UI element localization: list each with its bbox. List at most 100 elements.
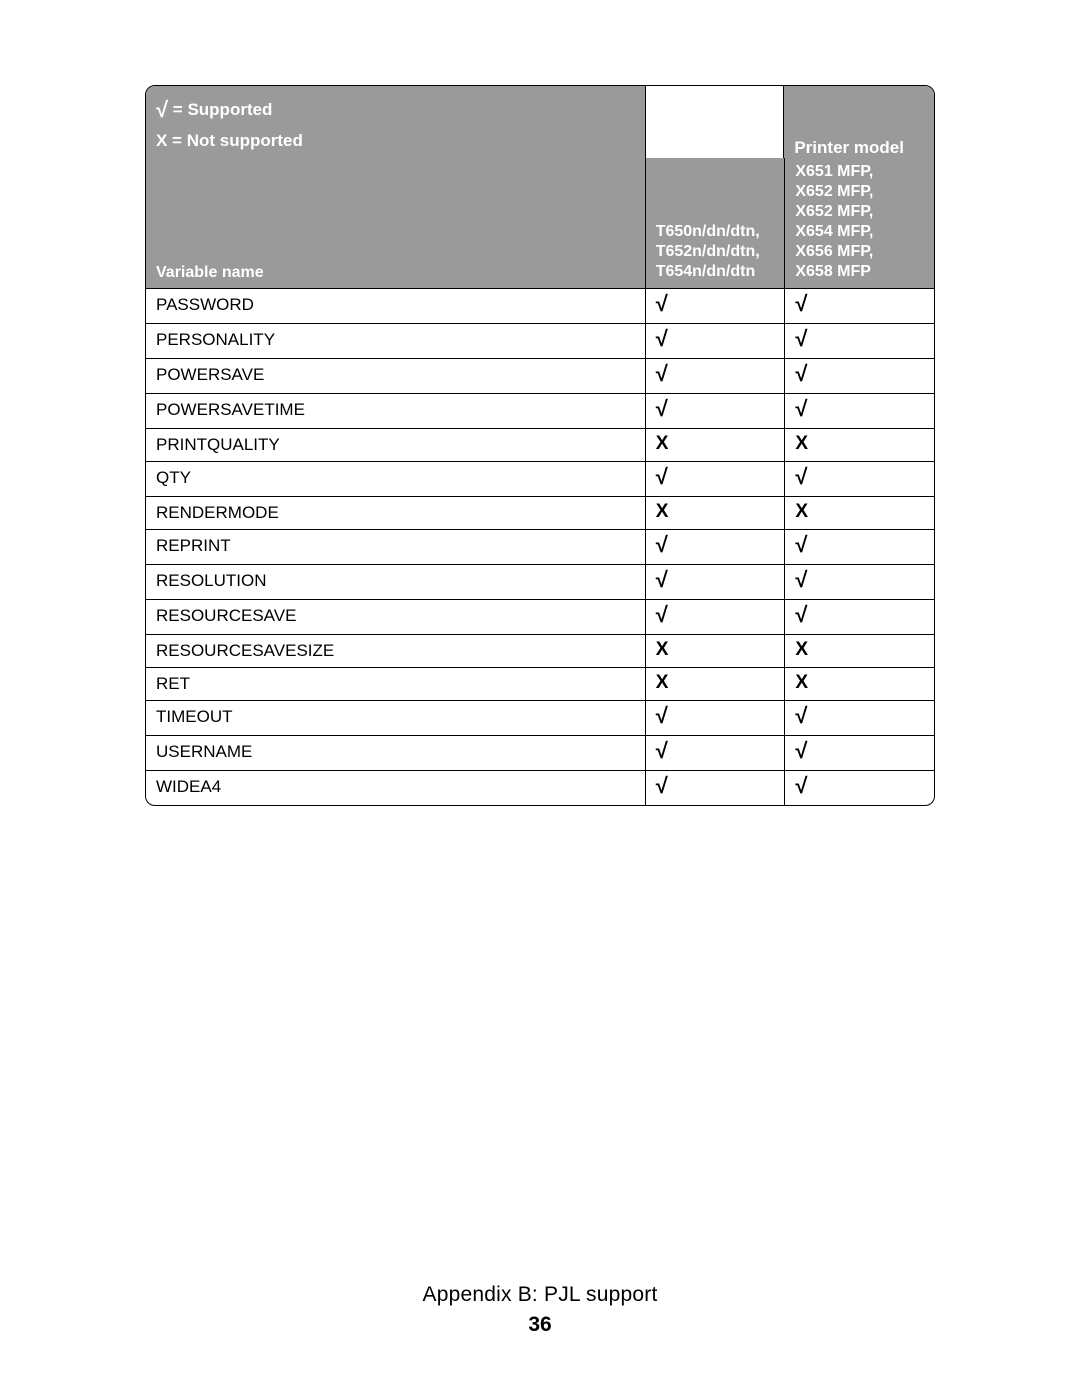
variable-name-label: Variable name [156,264,264,282]
check-icon: √ [795,361,807,386]
support-cell-col2: √ [645,600,785,634]
support-cell-col2: √ [645,394,785,428]
x-mark: X [795,672,808,693]
table-row: WIDEA4 √ √ [146,770,934,805]
support-cell-col3: √ [784,394,934,428]
support-cell-col2: X [645,497,785,529]
support-cell-col2: X [645,668,785,700]
check-icon: √ [656,773,668,798]
table-row: USERNAME √ √ [146,735,934,770]
table-row: RET X X [146,667,934,700]
support-cell-col2: √ [645,701,785,735]
table-row: QTY √ √ [146,461,934,496]
variable-name-cell: POWERSAVETIME [146,394,645,428]
x-mark: X [656,501,669,522]
check-icon: √ [795,326,807,351]
check-icon: √ [656,567,668,592]
support-cell-col3: X [784,635,934,667]
legend-cell: √ = Supported X = Not supported [146,86,645,158]
check-icon: √ [795,738,807,763]
check-icon: √ [656,464,668,489]
x-mark: X [795,501,808,522]
legend-supported: √ = Supported [156,92,635,127]
support-cell-col3: √ [784,462,934,496]
table-row: POWERSAVETIME √ √ [146,393,934,428]
table-row: RESOLUTION √ √ [146,564,934,599]
check-icon: √ [656,361,668,386]
table-row: PRINTQUALITY X X [146,428,934,461]
column-2-header-text: T650n/dn/dtn,T652n/dn/dtn,T654n/dn/dtn [656,222,760,282]
table-row: RESOURCESAVE √ √ [146,599,934,634]
variable-name-cell: TIMEOUT [146,701,645,735]
table-row: TIMEOUT√√ [146,700,934,735]
variable-name-cell: WIDEA4 [146,771,645,805]
support-cell-col2: X [645,429,785,461]
footer-title: Appendix B: PJL support [0,1283,1080,1307]
support-cell-col2: √ [645,565,785,599]
check-icon: √ [656,602,668,627]
variable-name-cell: RESOURCESAVESIZE [146,635,645,667]
table-row: RENDERMODE X X [146,496,934,529]
column-3-header: X651 MFP,X652 MFP,X652 MFP,X654 MFP,X656… [784,158,934,288]
x-mark: X [656,639,669,660]
support-cell-col2: √ [645,289,785,323]
x-mark: X [656,672,669,693]
support-cell-col2: √ [645,462,785,496]
table-row: POWERSAVE√√ [146,358,934,393]
table-body: PASSWORD√√PERSONALITY√√POWERSAVE√√POWERS… [146,288,934,805]
check-icon: √ [795,773,807,798]
legend-not-supported: X = Not supported [156,127,635,154]
variable-name-cell: PASSWORD [146,289,645,323]
x-mark: X [656,433,669,454]
support-cell-col2: √ [645,530,785,564]
printer-model-header: Printer model [784,86,934,158]
check-icon: √ [656,396,668,421]
variable-name-cell: RESOURCESAVE [146,600,645,634]
variable-name-cell: QTY [146,462,645,496]
footer-page-number: 36 [0,1313,1080,1337]
table-row: REPRINT √ √ [146,529,934,564]
support-cell-col3: √ [784,289,934,323]
table-header-top: √ = Supported X = Not supported Printer … [146,86,934,158]
column-3-header-text: X651 MFP,X652 MFP,X652 MFP,X654 MFP,X656… [795,162,873,282]
support-table: √ = Supported X = Not supported Printer … [145,85,935,806]
table-row: PASSWORD √ √ [146,288,934,323]
support-cell-col2: √ [645,359,785,393]
support-cell-col3: √ [784,600,934,634]
header-blank-cell [645,86,785,158]
support-cell-col3: X [784,497,934,529]
check-icon: √ [795,532,807,557]
support-cell-col3: √ [784,565,934,599]
column-2-header: T650n/dn/dtn,T652n/dn/dtn,T654n/dn/dtn [645,158,785,288]
check-icon: √ [656,532,668,557]
support-cell-col3: X [784,429,934,461]
x-mark: X [795,433,808,454]
document-page: √ = Supported X = Not supported Printer … [0,0,1080,1397]
support-cell-col2: X [645,635,785,667]
support-cell-col3: √ [784,359,934,393]
support-cell-col3: √ [784,771,934,805]
support-cell-col3: √ [784,736,934,770]
variable-name-cell: USERNAME [146,736,645,770]
check-icon: √ [795,567,807,592]
table-row: PERSONALITY√√ [146,323,934,358]
check-icon: √ [656,738,668,763]
variable-name-cell: REPRINT [146,530,645,564]
check-icon: √ [795,602,807,627]
legend-supported-text: = Supported [168,100,272,119]
table-row: RESOURCESAVESIZE X X [146,634,934,667]
support-cell-col2: √ [645,771,785,805]
page-footer: Appendix B: PJL support 36 [0,1283,1080,1337]
variable-name-cell: PRINTQUALITY [146,429,645,461]
x-mark: X [795,639,808,660]
check-icon: √ [156,92,168,127]
variable-name-cell: RESOLUTION [146,565,645,599]
check-icon: √ [656,291,668,316]
support-cell-col3: √ [784,701,934,735]
check-icon: √ [795,396,807,421]
variable-name-cell: RET [146,668,645,700]
variable-name-cell: RENDERMODE [146,497,645,529]
support-cell-col2: √ [645,324,785,358]
check-icon: √ [795,703,807,728]
printer-model-label: Printer model [794,138,904,158]
